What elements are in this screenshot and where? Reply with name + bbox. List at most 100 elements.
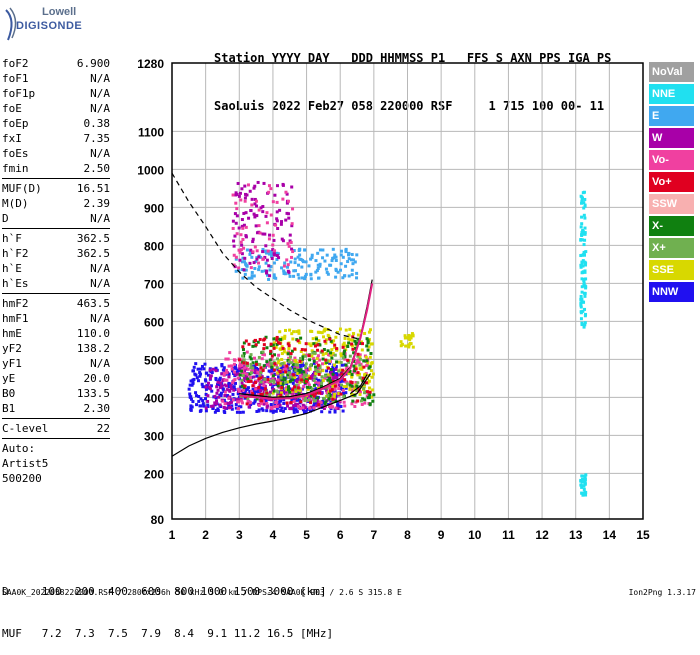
echo-point: [314, 365, 318, 369]
echo-point: [308, 409, 312, 413]
echo-point: [275, 389, 279, 393]
echo-point: [229, 405, 233, 409]
echo-point: [305, 407, 309, 411]
echo-point: [304, 397, 308, 401]
echo-point: [303, 378, 307, 382]
echo-point: [342, 395, 346, 399]
echo-point: [347, 337, 351, 341]
echo-point: [580, 253, 584, 257]
echo-point: [301, 408, 305, 412]
echo-point: [288, 328, 292, 332]
echo-point: [250, 274, 254, 278]
echo-point: [234, 373, 238, 377]
echo-point: [269, 250, 273, 254]
echo-point: [328, 374, 332, 378]
echo-point: [294, 269, 298, 273]
echo-point: [222, 373, 226, 377]
echo-point: [299, 364, 303, 368]
echo-point: [348, 354, 352, 358]
echo-point: [237, 400, 241, 404]
echo-point: [309, 386, 313, 390]
echo-point: [343, 357, 347, 361]
echo-point: [279, 374, 283, 378]
param-row: fxI 7.35: [2, 131, 110, 146]
echo-point: [309, 363, 313, 367]
echo-point: [238, 358, 242, 362]
echo-point: [342, 352, 346, 356]
echo-point: [303, 370, 307, 374]
echo-point: [321, 248, 325, 252]
echo-point: [303, 248, 307, 252]
echo-point: [286, 388, 290, 392]
echo-point: [311, 408, 315, 412]
echo-point: [350, 373, 354, 377]
echo-point: [365, 394, 369, 398]
echo-point: [360, 367, 364, 371]
echo-point: [266, 404, 270, 408]
echo-point: [280, 366, 284, 370]
echo-point: [244, 268, 248, 272]
echo-point: [285, 388, 289, 392]
echo-point: [231, 193, 235, 197]
echo-point: [328, 404, 332, 408]
echo-point: [244, 379, 248, 383]
echo-point: [297, 404, 301, 408]
echo-point: [579, 225, 583, 229]
echo-point: [289, 260, 293, 264]
echo-point: [238, 250, 242, 254]
echo-point: [200, 364, 204, 368]
echo-point: [189, 379, 193, 383]
logo-line2: DIGISONDE: [16, 20, 83, 32]
echo-point: [274, 223, 278, 227]
echo-point: [201, 399, 205, 403]
echo-point: [275, 406, 279, 410]
echo-point: [310, 253, 314, 257]
echo-point: [302, 411, 306, 415]
echo-point: [275, 404, 279, 408]
echo-point: [278, 370, 282, 374]
echo-point: [263, 387, 267, 391]
echo-point: [292, 410, 296, 414]
echo-point: [347, 360, 351, 364]
echo-point: [356, 337, 360, 341]
echo-point: [353, 346, 357, 350]
echo-point: [403, 336, 407, 340]
echo-point: [362, 365, 366, 369]
echo-point: [241, 276, 245, 280]
echo-point: [271, 391, 275, 395]
echo-point: [400, 343, 404, 347]
echo-point: [328, 410, 332, 414]
echo-point: [346, 260, 350, 264]
echo-point: [268, 252, 272, 256]
echo-point: [298, 370, 302, 374]
echo-point: [272, 360, 276, 364]
echo-point: [208, 368, 212, 372]
echo-point: [304, 362, 308, 366]
echo-point: [301, 406, 305, 410]
echo-point: [304, 406, 308, 410]
echo-point: [283, 389, 287, 393]
echo-point: [197, 399, 201, 403]
echo-point: [356, 381, 360, 385]
echo-point: [284, 367, 288, 371]
echo-point: [303, 277, 307, 281]
echo-point: [352, 351, 356, 355]
echo-point: [254, 343, 258, 347]
echo-point: [580, 290, 584, 294]
echo-point: [277, 405, 281, 409]
echo-point: [579, 483, 583, 487]
x-tick-label: 5: [303, 528, 310, 542]
echo-point: [582, 300, 586, 304]
echo-point: [257, 409, 261, 413]
echo-point: [270, 365, 274, 369]
param-name: MUF(D): [2, 182, 42, 195]
x-tick-label: 4: [270, 528, 277, 542]
echo-point: [229, 400, 233, 404]
echo-point: [583, 238, 587, 242]
echo-point: [256, 390, 260, 394]
echo-point: [296, 368, 300, 372]
echo-point: [300, 276, 304, 280]
echo-point: [339, 262, 343, 266]
echo-point: [264, 261, 268, 265]
echo-point: [284, 328, 288, 332]
